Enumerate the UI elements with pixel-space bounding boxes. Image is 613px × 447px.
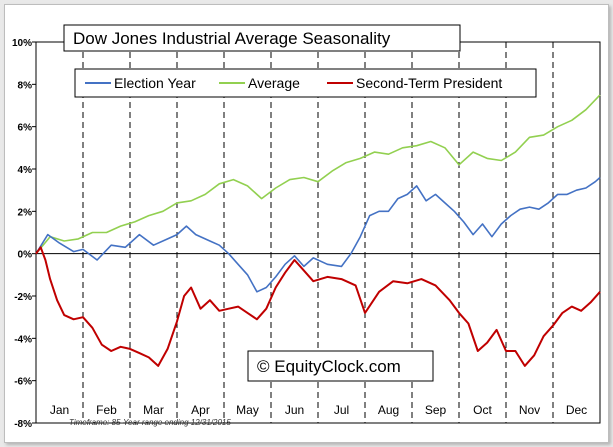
y-tick-label: -2%: [14, 292, 32, 303]
legend: Election Year Average Second-Term Presiden…: [85, 75, 502, 91]
x-axis-ticks: Jan Feb Mar Apr May Jun Jul Aug Sep Oct Nov Dec: [50, 403, 587, 417]
x-tick-label: Dec: [566, 403, 587, 417]
grid-layer: [36, 42, 600, 423]
y-axis-ticks: -8% -6% -4% -2% 0% 2% 4% 6% 8% 10%: [12, 38, 36, 430]
x-tick-label: Jan: [50, 403, 69, 417]
series-line-second-term-president: [35, 246, 601, 367]
x-tick-label: Sep: [425, 403, 447, 417]
y-tick-label: 0%: [18, 250, 33, 261]
x-tick-label: Nov: [519, 403, 540, 417]
x-tick-label: Jul: [334, 403, 349, 417]
x-tick-label: Aug: [378, 403, 399, 417]
legend-label: Election Year: [114, 75, 196, 91]
legend-box: [74, 68, 537, 98]
series-line-average: [35, 94, 601, 255]
watermark-box: [247, 350, 434, 382]
y-tick-label: 10%: [12, 38, 32, 49]
legend-label: Second-Term President: [356, 75, 502, 91]
series-line-election-year: [35, 176, 601, 293]
x-tick-label: May: [236, 403, 259, 417]
x-tick-label: Jun: [285, 403, 304, 417]
x-tick-label: Apr: [191, 403, 210, 417]
y-tick-label: 4%: [18, 165, 33, 176]
chart-svg: -8% -6% -4% -2% 0% 2% 4% 6% 8% 10% Jan Feb Mar Apr Ma…: [12, 24, 601, 430]
legend-label: Average: [248, 75, 300, 91]
y-tick-label: 8%: [18, 80, 33, 91]
watermark: © EquityClock.com: [257, 357, 401, 376]
y-tick-label: -6%: [14, 377, 32, 388]
chart-frame: -8% -6% -4% -2% 0% 2% 4% 6% 8% 10% Jan Feb Mar Apr Ma…: [4, 4, 609, 443]
x-tick-label: Mar: [143, 403, 164, 417]
y-tick-label: 2%: [18, 207, 33, 218]
y-tick-label: -4%: [14, 334, 32, 345]
footnote: Timeframe: 85-Year range ending 12/31/20…: [69, 418, 231, 427]
x-tick-label: Oct: [473, 403, 492, 417]
series-layer: [35, 94, 601, 367]
x-tick-label: Feb: [96, 403, 117, 417]
y-tick-label: 6%: [18, 123, 33, 134]
chart-title: Dow Jones Industrial Average Seasonality: [73, 29, 391, 48]
title-box: [63, 24, 461, 52]
y-tick-label: -8%: [14, 419, 32, 430]
